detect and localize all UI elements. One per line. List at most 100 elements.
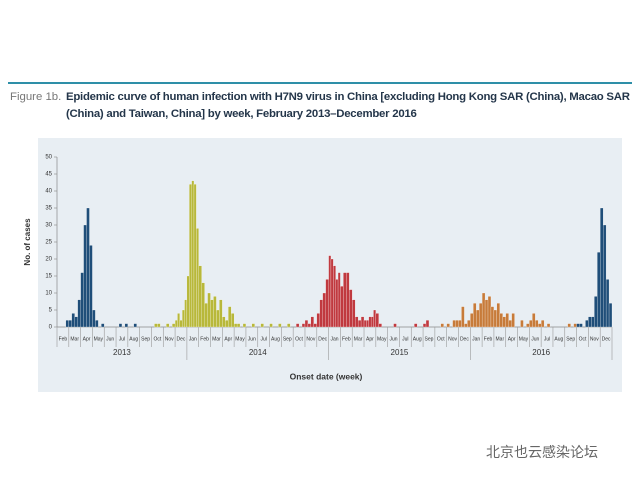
y-axis-label: No. of cases [23, 218, 32, 266]
y-tick-label: 20 [45, 257, 52, 263]
bar [304, 320, 309, 328]
x-tick-label: Apr [83, 336, 91, 342]
bar [481, 292, 486, 328]
bar [204, 303, 208, 328]
bar [328, 255, 332, 328]
bar [349, 289, 353, 328]
x-tick-label: Mar [70, 336, 79, 342]
bar [179, 320, 183, 328]
bar [484, 299, 489, 328]
bar [422, 323, 427, 328]
x-tick-label: May [519, 336, 529, 342]
top-rule [8, 82, 632, 84]
bar [77, 299, 81, 328]
watermark: 北京也云感染论坛 [486, 444, 598, 460]
bar [182, 309, 185, 328]
bar [600, 207, 604, 328]
x-tick-label: Oct [295, 336, 303, 342]
bar [228, 306, 232, 328]
year-label: 2014 [249, 348, 267, 357]
bar [101, 323, 105, 328]
bar [124, 323, 128, 328]
year-label: 2015 [391, 348, 409, 357]
x-tick-label: Jul [119, 336, 125, 342]
x-tick-label: Mar [212, 336, 221, 342]
bar [496, 303, 500, 328]
x-tick-label: Nov [590, 336, 599, 342]
bar [473, 303, 477, 328]
bar [375, 313, 379, 328]
x-tick-label: Apr [224, 336, 232, 342]
bar [198, 265, 202, 328]
bar [567, 323, 571, 328]
bar [370, 316, 374, 328]
bar [511, 313, 515, 328]
chart-title: Epidemic curve of human infection with H… [66, 91, 630, 120]
bar [499, 313, 503, 328]
x-tick-label: Aug [413, 336, 422, 342]
bar [368, 316, 372, 328]
bar [541, 320, 545, 328]
x-tick-label: Oct [153, 336, 161, 342]
bar [71, 313, 75, 328]
bar [414, 323, 418, 328]
x-tick-label: Aug [129, 336, 138, 342]
y-tick-label: 45 [45, 172, 52, 178]
x-tick-label: Feb [484, 336, 493, 342]
bar [177, 313, 180, 328]
bar [446, 323, 450, 328]
bar [313, 323, 317, 328]
bar [172, 323, 176, 328]
year-label: 2013 [113, 348, 131, 357]
x-tick-label: Dec [318, 336, 327, 342]
bar [242, 323, 247, 328]
bar [594, 296, 598, 328]
y-tick-label: 15 [45, 274, 52, 280]
bar [529, 320, 533, 328]
x-tick-label: May [94, 336, 104, 342]
bar [366, 320, 369, 328]
caption: Figure 1b. Epidemic curve of human infec… [10, 89, 630, 123]
bar [191, 180, 195, 328]
bar [337, 272, 341, 328]
bar [319, 299, 323, 328]
bar [216, 309, 220, 328]
bar [470, 313, 474, 328]
bar [95, 320, 99, 328]
x-tick-label: Nov [448, 336, 457, 342]
bar [287, 323, 291, 328]
bar [74, 316, 78, 328]
x-axis-label: Onset date (week) [290, 371, 363, 381]
x-tick-label: Aug [271, 336, 280, 342]
bar [479, 303, 483, 328]
bar [373, 309, 376, 328]
bar [236, 323, 241, 328]
bar [154, 323, 158, 328]
x-tick-label: Dec [460, 336, 469, 342]
x-tick-label: Nov [165, 336, 174, 342]
bar [219, 299, 223, 328]
bar [189, 184, 192, 328]
bar [207, 292, 211, 328]
bar [505, 313, 509, 328]
bar [363, 320, 367, 328]
bar [393, 323, 397, 328]
bar [467, 320, 471, 328]
bar [425, 320, 430, 328]
bar [210, 299, 214, 328]
x-tick-label: Sep [425, 336, 434, 342]
x-tick-label: Jun [531, 336, 539, 342]
bar [269, 323, 273, 328]
bar [310, 316, 314, 328]
bar [201, 282, 205, 328]
bar [316, 313, 320, 328]
bar [330, 258, 334, 328]
bar [452, 320, 456, 328]
bar [325, 279, 329, 328]
bar [597, 252, 601, 328]
bar [234, 323, 238, 328]
bar [535, 320, 539, 328]
bar [532, 313, 536, 328]
